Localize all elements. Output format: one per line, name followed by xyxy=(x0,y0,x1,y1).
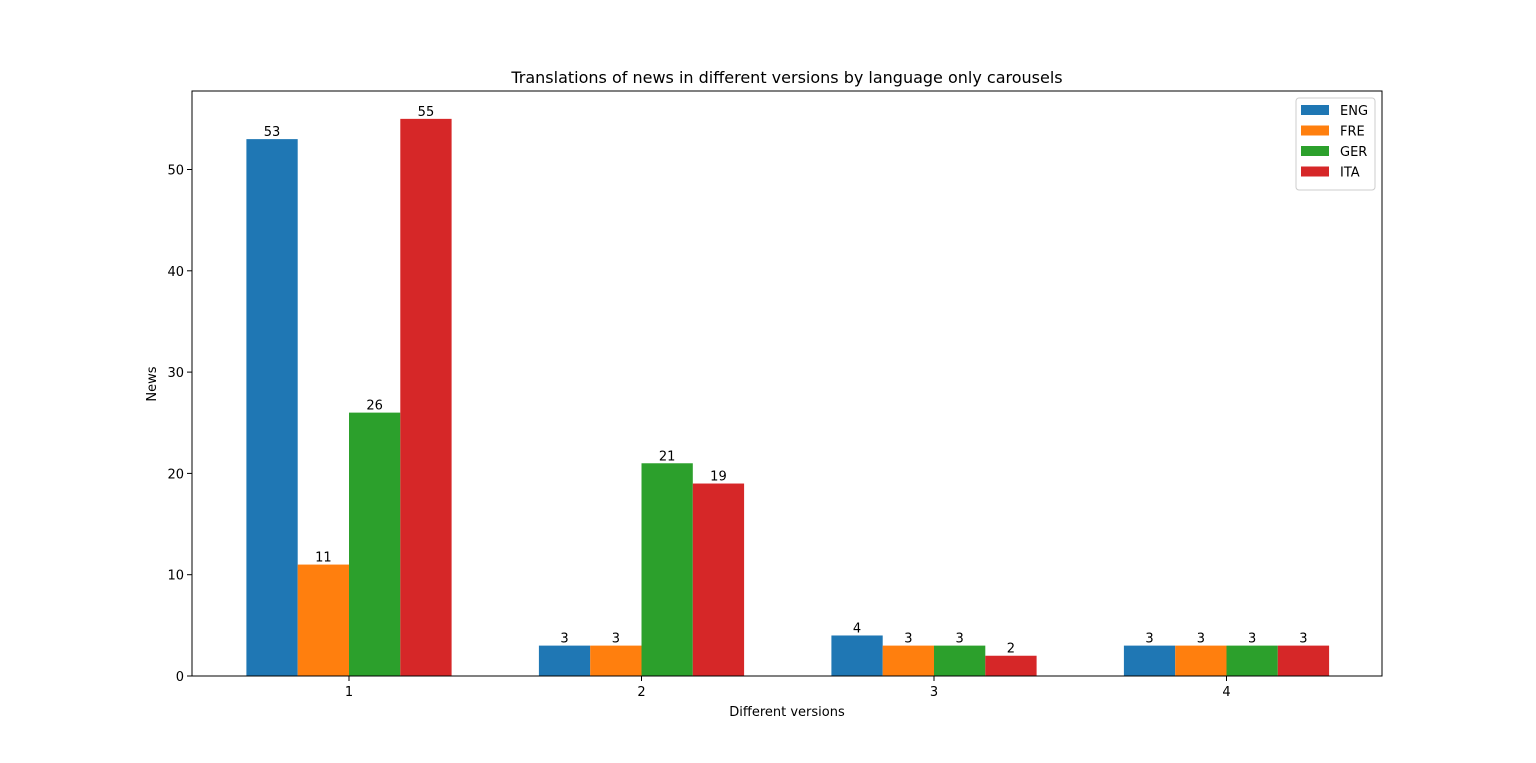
legend-swatch xyxy=(1301,105,1329,115)
legend-swatch xyxy=(1301,125,1329,136)
bar-value-label: 21 xyxy=(659,449,676,464)
x-axis-label: Different versions xyxy=(729,705,845,720)
bar xyxy=(590,645,642,676)
bar-value-label: 3 xyxy=(1145,632,1153,647)
series-ger: 26 21 3 3 xyxy=(349,399,1278,676)
x-axis: 1 2 3 4 xyxy=(345,676,1231,700)
plot-frame xyxy=(191,90,1383,677)
series-eng: 53 3 4 3 xyxy=(246,125,1176,676)
y-tick-label: 10 xyxy=(167,569,184,584)
bar xyxy=(1277,645,1330,676)
legend: ENG FRE GER ITA xyxy=(1295,97,1376,191)
series-fre: 11 3 3 3 xyxy=(297,551,1227,676)
bar-value-label: 3 xyxy=(560,632,568,647)
y-axis-label: News xyxy=(145,366,160,401)
plot-marks: 53 3 4 3 11 3 3 3 26 21 3 3 55 19 2 3 xyxy=(246,105,1330,677)
legend-entry: ENG xyxy=(1340,104,1368,119)
bar-value-label: 19 xyxy=(710,470,727,485)
bar xyxy=(934,645,986,676)
bar-value-label: 26 xyxy=(366,399,383,414)
x-tick-label: 3 xyxy=(930,685,938,700)
bar xyxy=(831,635,883,676)
bar-value-label: 55 xyxy=(418,105,435,120)
bar-value-label: 3 xyxy=(904,632,912,647)
chart-title: Translations of news in different versio… xyxy=(510,68,1062,87)
y-tick-label: 30 xyxy=(167,366,184,381)
legend-entry: FRE xyxy=(1340,125,1365,140)
y-tick-label: 20 xyxy=(167,467,184,482)
y-tick-label: 50 xyxy=(167,164,184,179)
y-axis: 0 10 20 30 40 50 xyxy=(167,164,192,685)
x-tick-label: 1 xyxy=(345,685,353,700)
bar xyxy=(641,463,693,676)
bar xyxy=(985,655,1037,676)
bar xyxy=(246,139,298,676)
bar xyxy=(538,645,591,676)
bar-value-label: 3 xyxy=(612,632,620,647)
bar-value-label: 3 xyxy=(1299,632,1307,647)
x-tick-label: 2 xyxy=(637,685,645,700)
bar xyxy=(1175,645,1227,676)
bar xyxy=(882,645,934,676)
y-tick-label: 40 xyxy=(167,265,184,280)
bar-value-label: 3 xyxy=(1197,632,1205,647)
legend-entry: GER xyxy=(1340,145,1367,160)
bar-value-label: 11 xyxy=(315,551,332,566)
bar xyxy=(297,564,349,676)
bar-value-label: 53 xyxy=(264,125,281,140)
bar xyxy=(400,118,452,677)
legend-swatch xyxy=(1301,166,1329,177)
x-tick-label: 4 xyxy=(1222,685,1230,700)
bar xyxy=(1123,645,1176,676)
bar-value-label: 4 xyxy=(853,621,861,636)
legend-entry: ITA xyxy=(1340,166,1360,181)
series-ita: 55 19 2 3 xyxy=(400,105,1330,677)
bar-value-label: 2 xyxy=(1007,642,1015,657)
bar xyxy=(692,483,745,676)
y-tick-label: 0 xyxy=(176,670,184,685)
bar-value-label: 3 xyxy=(1248,632,1256,647)
legend-swatch xyxy=(1301,146,1329,156)
bar-value-label: 3 xyxy=(956,632,964,647)
bar xyxy=(1226,645,1278,676)
bar xyxy=(349,412,401,676)
